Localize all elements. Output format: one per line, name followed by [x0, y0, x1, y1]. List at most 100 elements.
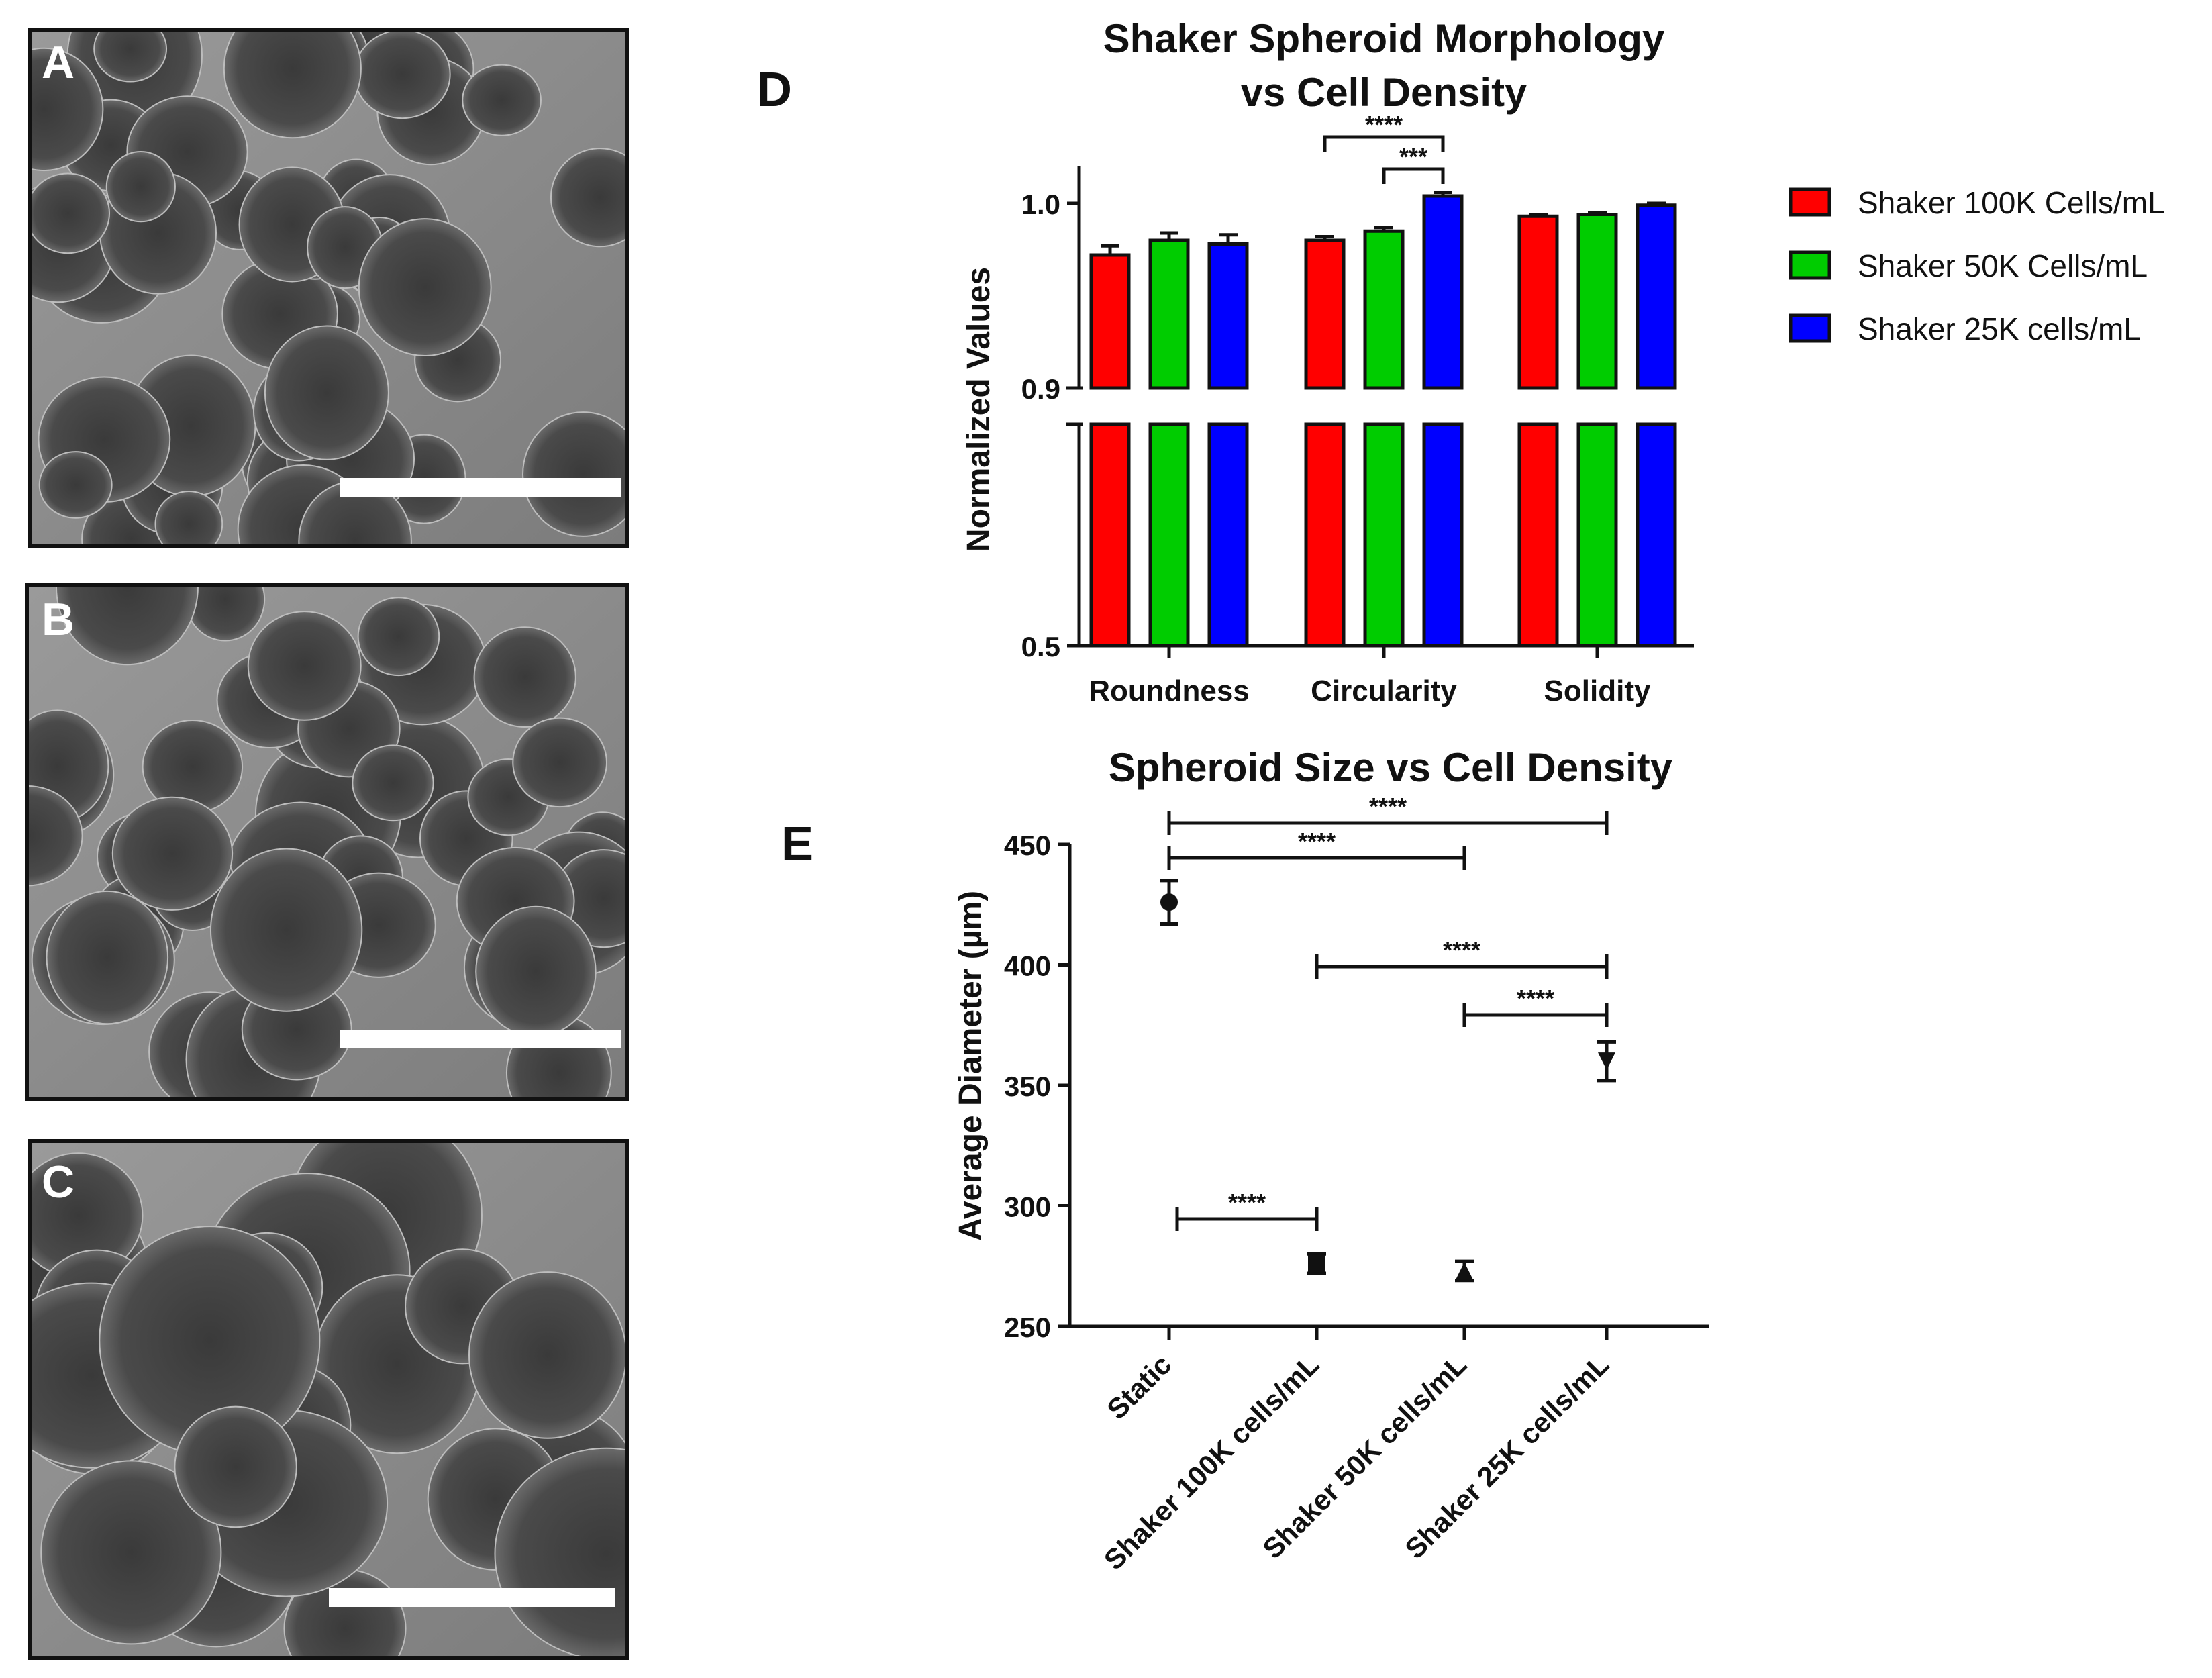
chart-d-y-label: Normalized Values [961, 267, 997, 552]
spheroid [512, 717, 608, 808]
chart-d-significance-bracket [1323, 135, 1445, 152]
chart-e-point [1160, 893, 1178, 911]
chart-d-bar [1148, 238, 1190, 390]
legend-label: Shaker 100K Cells/mL [1858, 185, 2165, 220]
chart-e-y-tick-label: 300 [1004, 1191, 1051, 1223]
panel-label-b: B [42, 594, 74, 645]
chart-d-bar-lower [1148, 422, 1190, 648]
chart-d-bar [1304, 238, 1346, 390]
chart-e-significance-label: **** [1228, 1189, 1266, 1216]
chart-e-significance-label: **** [1298, 828, 1336, 855]
chart-d-bar [1636, 203, 1677, 390]
spheroid [357, 597, 440, 677]
spheroid [352, 744, 434, 822]
chart-e-y-tick-label: 250 [1004, 1312, 1051, 1343]
spheroid [209, 848, 363, 1012]
size-scatter-chart: Spheroid Size vs Cell Density Average Di… [953, 745, 1709, 1576]
spheroid [174, 1405, 297, 1528]
panel-label-c: C [42, 1156, 74, 1207]
chart-d-bar [1207, 242, 1249, 390]
micrograph-panel-c: C [28, 1139, 629, 1660]
spheroid [522, 411, 627, 537]
scale-bar-b [340, 1030, 621, 1048]
chart-d-bar [1422, 194, 1464, 390]
chart-d-title-line-2: vs Cell Density [1241, 70, 1527, 115]
chart-d-bar-lower [1517, 422, 1559, 648]
chart-d-plot-area: 1.0 0.9 0.5 Roundness Circularity Solidity ***… [1021, 111, 1694, 707]
legend-swatch [1789, 187, 1831, 217]
panel-label-e: E [781, 818, 813, 871]
spheroid [354, 30, 451, 119]
spheroid [111, 796, 234, 911]
panel-label-a: A [42, 37, 74, 88]
chart-d-y-tick-label: 0.9 [1021, 373, 1060, 405]
spheroid [473, 626, 576, 728]
spheroid [264, 325, 389, 460]
spheroid [154, 490, 223, 546]
chart-e-point [1598, 1052, 1615, 1071]
chart-d-significance-label: *** [1399, 143, 1427, 170]
scale-bar-a [340, 478, 621, 497]
chart-d-bar-lower [1304, 422, 1346, 648]
chart-d-bar-lower [1363, 422, 1405, 648]
chart-e-y-tick-label: 400 [1004, 950, 1051, 982]
chart-d-x-tick-label: Roundness [1089, 675, 1250, 707]
spheroid [105, 150, 176, 223]
chart-d-bar-lower [1636, 422, 1677, 648]
micrograph-panel-a: A [28, 28, 629, 548]
spheroid [298, 480, 412, 546]
chart-d-x-tick-label: Solidity [1544, 675, 1651, 707]
legend-swatch [1789, 250, 1831, 280]
spheroid [468, 1271, 627, 1439]
chart-e-x-tick-label: Static [1101, 1348, 1177, 1425]
chart-d-y-tick-label: 0.5 [1021, 631, 1060, 662]
spheroid [494, 1447, 627, 1658]
chart-d-y-tick-label: 1.0 [1021, 189, 1060, 220]
chart-d-significance-label: **** [1365, 111, 1403, 138]
spheroid [93, 30, 168, 83]
chart-d-title-line-1: Shaker Spheroid Morphology [1103, 16, 1665, 61]
chart-d-legend: Shaker 100K Cells/mL Shaker 50K Cells/mL S… [1789, 185, 2165, 346]
legend-swatch [1789, 313, 1831, 343]
spheroid [223, 30, 362, 139]
micrograph-panel-b: B [25, 583, 629, 1101]
chart-d-bar [1517, 214, 1559, 390]
chart-d-significance-bracket [1382, 167, 1445, 184]
spheroids-a [30, 30, 627, 546]
chart-d-bar-lower [1207, 422, 1249, 648]
chart-e-significance-label: **** [1517, 985, 1554, 1012]
spheroid [358, 218, 492, 357]
chart-d-bar-lower [1089, 422, 1131, 648]
chart-e-y-tick-label: 450 [1004, 830, 1051, 861]
spheroid [38, 451, 113, 519]
spheroid [30, 47, 104, 172]
chart-d-bar-lower [1576, 422, 1618, 648]
chart-d-bar-lower [1422, 422, 1464, 648]
spheroid [550, 148, 627, 248]
chart-e-significance-label: **** [1369, 793, 1407, 820]
chart-d-bar [1576, 213, 1618, 390]
chart-e-y-tick-label: 350 [1004, 1071, 1051, 1102]
chart-e-y-label: Average Diameter (µm) [953, 891, 989, 1241]
spheroids-c [30, 1141, 627, 1658]
scale-bar-c [329, 1588, 615, 1607]
legend-label: Shaker 50K Cells/mL [1858, 248, 2148, 283]
morphology-bar-chart: Shaker Spheroid Morphology vs Cell Densi… [961, 16, 2165, 707]
spheroid [247, 611, 362, 721]
spheroid [46, 890, 169, 1025]
chart-d-bar [1363, 229, 1405, 390]
spheroid [40, 1460, 222, 1645]
chart-e-title: Spheroid Size vs Cell Density [1109, 745, 1673, 790]
spheroid [30, 172, 110, 254]
legend-label: Shaker 25K cells/mL [1858, 311, 2141, 346]
spheroid [475, 905, 597, 1037]
chart-d-bar [1089, 253, 1131, 390]
panel-label-d: D [757, 63, 792, 117]
chart-e-point [1308, 1254, 1325, 1273]
chart-e-significance-label: **** [1443, 936, 1480, 964]
chart-d-x-tick-label: Circularity [1311, 675, 1457, 707]
chart-e-point [1456, 1262, 1473, 1280]
spheroid [462, 64, 542, 136]
